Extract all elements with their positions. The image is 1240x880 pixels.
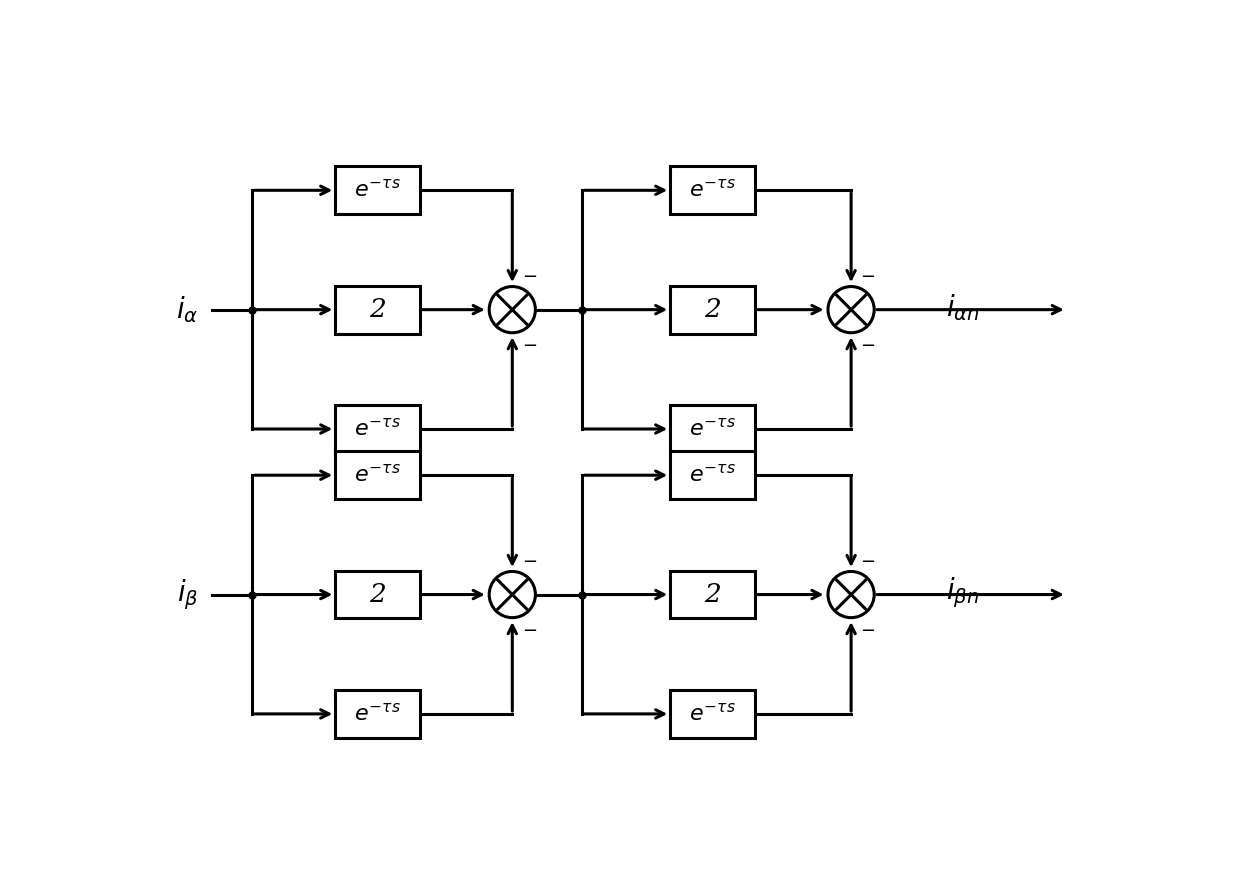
Text: $e^{-\tau s}$: $e^{-\tau s}$ <box>355 703 401 725</box>
Text: $-$: $-$ <box>522 620 537 638</box>
Text: $e^{-\tau s}$: $e^{-\tau s}$ <box>355 418 401 440</box>
Text: $-$: $-$ <box>861 620 875 638</box>
Circle shape <box>828 287 874 333</box>
Bar <box>335 286 420 334</box>
Text: $-$: $-$ <box>861 335 875 353</box>
Circle shape <box>490 287 536 333</box>
Bar <box>335 570 420 619</box>
Text: $e^{-\tau s}$: $e^{-\tau s}$ <box>689 703 735 725</box>
Text: $e^{-\tau s}$: $e^{-\tau s}$ <box>689 465 735 486</box>
Bar <box>670 690 755 737</box>
Circle shape <box>490 571 536 618</box>
Text: $i_{\beta n}$: $i_{\beta n}$ <box>946 575 978 610</box>
Text: $e^{-\tau s}$: $e^{-\tau s}$ <box>355 465 401 486</box>
Text: $-$: $-$ <box>522 335 537 353</box>
Bar <box>335 451 420 499</box>
Text: $-$: $-$ <box>522 551 537 568</box>
Bar <box>335 405 420 453</box>
Text: $i_{\alpha}$: $i_{\alpha}$ <box>176 294 198 325</box>
Text: $e^{-\tau s}$: $e^{-\tau s}$ <box>689 418 735 440</box>
Bar <box>670 166 755 214</box>
Text: $-$: $-$ <box>861 551 875 568</box>
Text: $e^{-\tau s}$: $e^{-\tau s}$ <box>689 180 735 202</box>
Bar <box>670 451 755 499</box>
Text: $i_{\beta}$: $i_{\beta}$ <box>176 577 198 612</box>
Bar <box>670 570 755 619</box>
Bar <box>670 286 755 334</box>
Text: $-$: $-$ <box>861 266 875 284</box>
Bar <box>335 690 420 737</box>
Text: 2: 2 <box>370 297 386 322</box>
Text: $-$: $-$ <box>522 266 537 284</box>
Circle shape <box>828 571 874 618</box>
Text: 2: 2 <box>704 582 720 607</box>
Text: $i_{\alpha n}$: $i_{\alpha n}$ <box>946 292 980 323</box>
Text: $e^{-\tau s}$: $e^{-\tau s}$ <box>355 180 401 202</box>
Bar <box>670 405 755 453</box>
Text: 2: 2 <box>704 297 720 322</box>
Text: 2: 2 <box>370 582 386 607</box>
Bar <box>335 166 420 214</box>
